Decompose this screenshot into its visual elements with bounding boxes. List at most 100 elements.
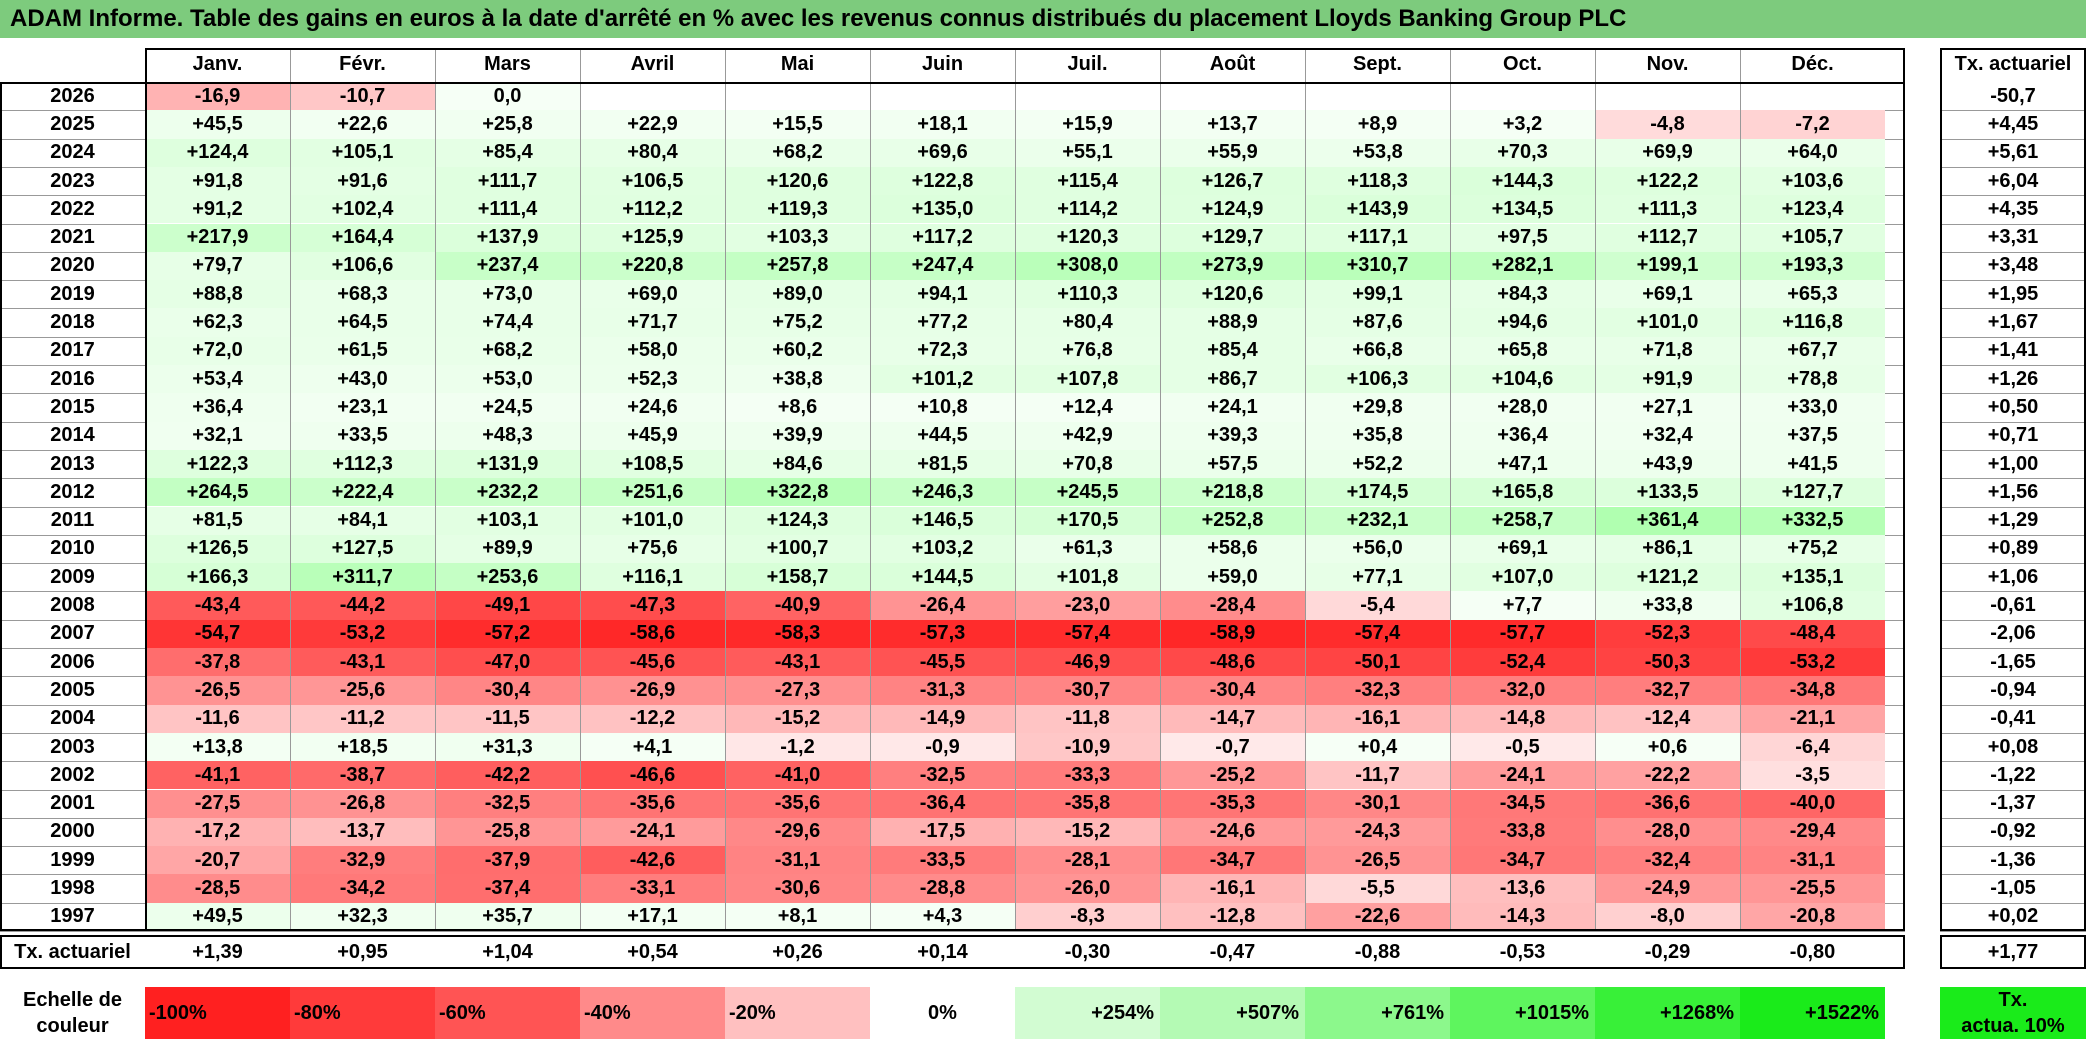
table-cell: +273,9 <box>1160 251 1305 281</box>
row-year: 2007 <box>50 622 95 645</box>
table-cell: +137,9 <box>435 223 580 252</box>
row-separator <box>1940 676 2086 678</box>
table-cell: -14,8 <box>1450 704 1595 733</box>
table-cell: +0,6 <box>1595 732 1740 762</box>
table-cell: +332,5 <box>1740 506 1885 535</box>
row-year: 2025 <box>50 112 95 135</box>
row-rate: -1,05 <box>1990 877 2036 900</box>
table-cell: -14,7 <box>1160 704 1305 733</box>
footer-rate: +0,26 <box>772 940 823 963</box>
row-rate: +1,06 <box>1987 565 2039 588</box>
table-cell: +72,0 <box>145 336 290 365</box>
table-cell: -24,1 <box>580 817 725 847</box>
row-separator <box>1940 761 2086 763</box>
table-cell: +84,3 <box>1450 280 1595 309</box>
table-cell: +94,1 <box>870 280 1015 309</box>
column-separator <box>1015 48 1016 931</box>
table-cell: +59,0 <box>1160 563 1305 592</box>
row-year: 2014 <box>50 424 95 447</box>
table-cell: -42,2 <box>435 761 580 790</box>
row-rate: +1,67 <box>1987 311 2039 334</box>
table-cell: -34,8 <box>1740 676 1885 705</box>
table-cell: -14,3 <box>1450 902 1595 931</box>
table-cell: +232,1 <box>1305 506 1450 535</box>
table-cell: -41,1 <box>145 761 290 790</box>
table-cell: -46,6 <box>580 761 725 790</box>
row-year: 2011 <box>50 509 95 532</box>
table-cell: -17,5 <box>870 817 1015 847</box>
table-cell: -35,6 <box>580 789 725 818</box>
table-cell: +174,5 <box>1305 478 1450 507</box>
row-rate: -0,61 <box>1990 594 2036 617</box>
table-cell: +105,7 <box>1740 223 1885 252</box>
table-cell: -48,4 <box>1740 619 1885 648</box>
table-cell: -42,6 <box>580 846 725 875</box>
rate-header: Tx. actuariel <box>1954 52 2072 75</box>
table-cell: -25,2 <box>1160 761 1305 790</box>
table-cell: +99,1 <box>1305 280 1450 309</box>
row-year: 2010 <box>50 537 95 560</box>
table-cell: +237,4 <box>435 251 580 281</box>
table-cell: -27,3 <box>725 676 870 705</box>
table-cell: +56,0 <box>1305 534 1450 564</box>
table-cell: +0,4 <box>1305 732 1450 762</box>
scale-rate-line2: actua. 10% <box>1961 1015 2065 1037</box>
table-cell: +60,2 <box>725 336 870 365</box>
table-cell: -0,7 <box>1160 732 1305 762</box>
row-year: 1999 <box>50 848 95 871</box>
table-cell: -14,9 <box>870 704 1015 733</box>
row-separator <box>1940 393 2086 395</box>
table-cell: +15,9 <box>1015 110 1160 139</box>
table-cell: +361,4 <box>1595 506 1740 535</box>
row-rate: -1,36 <box>1990 848 2036 871</box>
month-header: Nov. <box>1646 52 1689 75</box>
table-cell: -57,2 <box>435 619 580 648</box>
scale-swatch: +1522% <box>1740 987 1885 1039</box>
table-cell: -58,3 <box>725 619 870 648</box>
table-cell: -25,6 <box>290 676 435 705</box>
column-separator <box>1595 48 1596 931</box>
table-cell: +102,4 <box>290 195 435 224</box>
table-cell: -40,0 <box>1740 789 1885 818</box>
table-cell <box>580 82 725 110</box>
table-cell: -54,7 <box>145 619 290 648</box>
scale-swatch: -80% <box>290 987 435 1039</box>
table-cell: +88,8 <box>145 280 290 309</box>
table-cell: -16,1 <box>1160 874 1305 903</box>
table-cell: +111,7 <box>435 166 580 196</box>
table-cell: +118,3 <box>1305 166 1450 196</box>
table-cell: -37,9 <box>435 846 580 875</box>
table-cell: +108,5 <box>580 449 725 479</box>
table-cell: +94,6 <box>1450 308 1595 337</box>
table-cell: -24,6 <box>1160 817 1305 847</box>
table-cell: -47,0 <box>435 648 580 677</box>
column-separator <box>725 48 726 931</box>
table-cell: +8,6 <box>725 393 870 422</box>
month-header: Mai <box>780 52 815 75</box>
table-cell: +4,1 <box>580 732 725 762</box>
table-cell: -29,6 <box>725 817 870 847</box>
table-cell: +75,2 <box>1740 534 1885 564</box>
table-cell: +101,0 <box>580 506 725 535</box>
table-cell: -25,8 <box>435 817 580 847</box>
table-cell: +23,1 <box>290 393 435 422</box>
row-year: 2012 <box>50 480 95 503</box>
footer-rate: -0,53 <box>1499 940 1546 963</box>
footer-rate: -0,47 <box>1209 940 1256 963</box>
table-cell: 0,0 <box>435 82 580 111</box>
table-cell: +126,5 <box>145 534 290 564</box>
table-cell: +52,2 <box>1305 449 1450 479</box>
table-cell: -32,9 <box>290 846 435 875</box>
table-cell: +64,5 <box>290 308 435 337</box>
table-cell: +45,5 <box>145 110 290 139</box>
month-header: Août <box>1209 52 1256 75</box>
table-cell: +86,7 <box>1160 365 1305 394</box>
footer-label: Tx. actuariel <box>14 940 131 963</box>
table-cell: +146,5 <box>870 506 1015 535</box>
table-cell: +27,1 <box>1595 393 1740 422</box>
table-cell: +68,3 <box>290 280 435 309</box>
table-cell: +38,8 <box>725 365 870 394</box>
row-separator <box>1940 874 2086 876</box>
table-cell: -45,6 <box>580 648 725 677</box>
table-cell: +91,2 <box>145 195 290 224</box>
